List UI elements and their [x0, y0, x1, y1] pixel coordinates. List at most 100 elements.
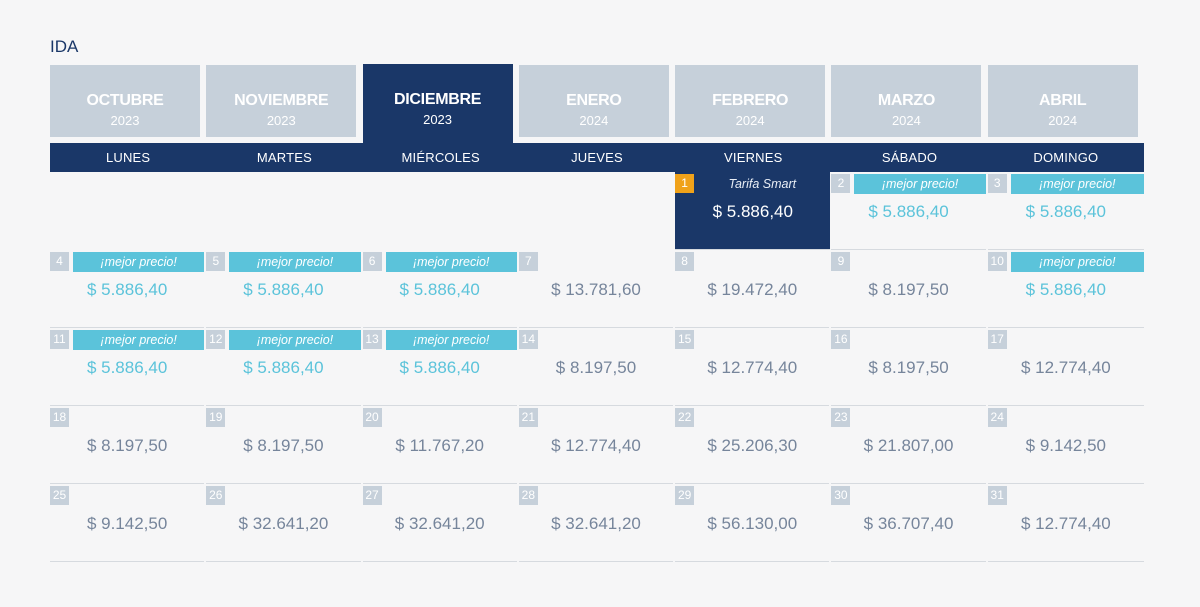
day-number: 16	[831, 330, 851, 349]
day-cell[interactable]: 3 ¡mejor precio! $ 5.886,40	[987, 172, 1144, 250]
month-year: 2023	[423, 112, 453, 127]
day-cell[interactable]: 22 $ 25.206,30	[675, 406, 830, 484]
day-price: $ 32.641,20	[238, 514, 329, 533]
month-tab-octubre[interactable]: OCTUBRE 2023	[50, 65, 200, 137]
day-number: 28	[518, 486, 538, 505]
day-price: $ 13.781,60	[551, 280, 641, 299]
day-price: $ 12.774,40	[551, 436, 641, 455]
day-cell[interactable]: 2 ¡mejor precio! $ 5.886,40	[831, 172, 986, 250]
best-price-badge: ¡mejor precio!	[229, 252, 361, 272]
day-cell[interactable]: 19 $ 8.197,50	[206, 406, 361, 484]
day-number: 18	[50, 408, 69, 427]
day-price: $ 5.886,40	[399, 358, 480, 377]
day-cell[interactable]: 16 $ 8.197,50	[831, 328, 986, 406]
day-number: 15	[675, 330, 695, 349]
month-tab-marzo[interactable]: MARZO 2024	[831, 65, 982, 137]
best-price-badge: ¡mejor precio!	[229, 330, 361, 350]
day-price: $ 5.886,40	[86, 358, 168, 377]
day-cell[interactable]: 29 $ 56.130,00	[675, 484, 830, 562]
month-name: ENERO	[566, 92, 622, 109]
day-price: $ 8.197,50	[868, 280, 949, 299]
day-cell[interactable]: 23 $ 21.807,00	[831, 406, 986, 484]
day-price: $ 12.774,40	[707, 358, 798, 377]
day-price: $ 25.206,30	[707, 436, 798, 455]
month-year: 2024	[579, 113, 609, 128]
day-number: 17	[987, 330, 1007, 349]
day-cell[interactable]: 24 $ 9.142,50	[987, 406, 1144, 484]
month-name: DICIEMBRE	[394, 91, 482, 108]
day-cell[interactable]: 7 $ 13.781,60	[518, 250, 674, 328]
best-price-badge: ¡mejor precio!	[1010, 252, 1144, 272]
day-cell[interactable]: 1 Tarifa Smart $ 5.886,40	[675, 172, 831, 250]
best-price-badge: ¡mejor precio!	[73, 252, 205, 272]
day-price: $ 12.774,40	[1020, 358, 1111, 377]
day-cell[interactable]: 5 ¡mejor precio! $ 5.886,40	[206, 250, 361, 328]
weekday-label: MIÉRCOLES	[401, 150, 480, 165]
weekday-header: LUNES MARTES MIÉRCOLES JUEVES VIERNES SÁBADO D…	[50, 143, 1144, 172]
month-tab-abril[interactable]: ABRIL 2024	[987, 65, 1138, 137]
day-number: 14	[518, 330, 538, 349]
month-tab-noviembre[interactable]: NOVIEMBRE 2023	[206, 65, 357, 137]
day-number: 29	[675, 486, 695, 505]
day-cell[interactable]: 18 $ 8.197,50	[50, 406, 205, 484]
day-price: $ 5.886,40	[1025, 280, 1107, 299]
day-cell[interactable]: 10 ¡mejor precio! $ 5.886,40	[987, 250, 1144, 328]
day-cell[interactable]: 12 ¡mejor precio! $ 5.886,40	[206, 328, 361, 406]
best-price-badge: ¡mejor precio!	[385, 330, 517, 350]
smart-fare-badge: Tarifa Smart	[728, 177, 797, 191]
day-cell[interactable]: 21 $ 12.774,40	[518, 406, 674, 484]
month-name: MARZO	[877, 92, 935, 109]
best-price-badge: ¡mejor precio!	[854, 174, 986, 194]
day-price: $ 56.130,00	[707, 514, 798, 533]
month-year: 2023	[110, 113, 140, 128]
day-number: 31	[987, 486, 1007, 505]
day-number: 7	[518, 252, 538, 271]
day-number: 10	[987, 252, 1007, 271]
month-name: OCTUBRE	[86, 92, 164, 109]
day-cell[interactable]: 8 $ 19.472,40	[675, 250, 830, 328]
weekday-label: MARTES	[256, 150, 312, 165]
month-name: ABRIL	[1039, 92, 1087, 109]
day-price: $ 5.886,40	[86, 280, 168, 299]
month-name: NOVIEMBRE	[234, 92, 329, 109]
weekday-label: VIERNES	[724, 150, 783, 165]
day-number: 11	[50, 330, 69, 349]
day-cell[interactable]: 6 ¡mejor precio! $ 5.886,40	[362, 250, 517, 328]
day-cell[interactable]: 9 $ 8.197,50	[831, 250, 986, 328]
day-price: $ 19.472,40	[707, 280, 798, 299]
month-tab-diciembre[interactable]: DICIEMBRE 2023	[362, 64, 513, 144]
day-price: $ 8.197,50	[868, 358, 949, 377]
day-cell[interactable]: 20 $ 11.767,20	[362, 406, 517, 484]
best-price-badge: ¡mejor precio!	[385, 252, 517, 272]
month-year: 2024	[891, 113, 921, 128]
best-price-badge: ¡mejor precio!	[73, 330, 205, 350]
day-price: $ 8.197,50	[243, 436, 324, 455]
day-cell[interactable]: 4 ¡mejor precio! $ 5.886,40	[50, 250, 205, 328]
weekday-label: SÁBADO	[881, 150, 938, 165]
day-price: $ 9.142,50	[86, 514, 168, 533]
day-number: 19	[206, 408, 226, 427]
month-name: FEBRERO	[712, 92, 789, 109]
month-tab-enero[interactable]: ENERO 2024	[518, 65, 669, 137]
day-cell[interactable]: 28 $ 32.641,20	[518, 484, 674, 562]
month-tabs: OCTUBRE 2023 NOVIEMBRE 2023 DICIEMBRE 2023 ENE…	[50, 64, 1144, 144]
day-number: 20	[362, 408, 382, 427]
day-cell[interactable]: 17 $ 12.774,40	[987, 328, 1144, 406]
day-price: $ 5.886,40	[1025, 202, 1107, 221]
day-cell[interactable]: 25 $ 9.142,50	[50, 484, 205, 562]
best-price-badge: ¡mejor precio!	[1010, 174, 1144, 194]
day-cell[interactable]: 11 ¡mejor precio! $ 5.886,40	[50, 328, 205, 406]
day-cell[interactable]: 14 $ 8.197,50	[518, 328, 674, 406]
day-cell[interactable]: 30 $ 36.707,40	[831, 484, 986, 562]
day-number: 3	[987, 174, 1007, 193]
month-tab-febrero[interactable]: FEBRERO 2024	[675, 65, 826, 137]
weekday-label: LUNES	[105, 150, 151, 165]
day-number: 12	[206, 330, 226, 349]
day-number: 30	[831, 486, 851, 505]
month-year: 2023	[266, 113, 296, 128]
day-cell[interactable]: 31 $ 12.774,40	[987, 484, 1144, 562]
day-cell[interactable]: 15 $ 12.774,40	[675, 328, 830, 406]
day-cell[interactable]: 13 ¡mejor precio! $ 5.886,40	[362, 328, 517, 406]
day-cell[interactable]: 26 $ 32.641,20	[206, 484, 361, 562]
day-cell[interactable]: 27 $ 32.641,20	[362, 484, 517, 562]
